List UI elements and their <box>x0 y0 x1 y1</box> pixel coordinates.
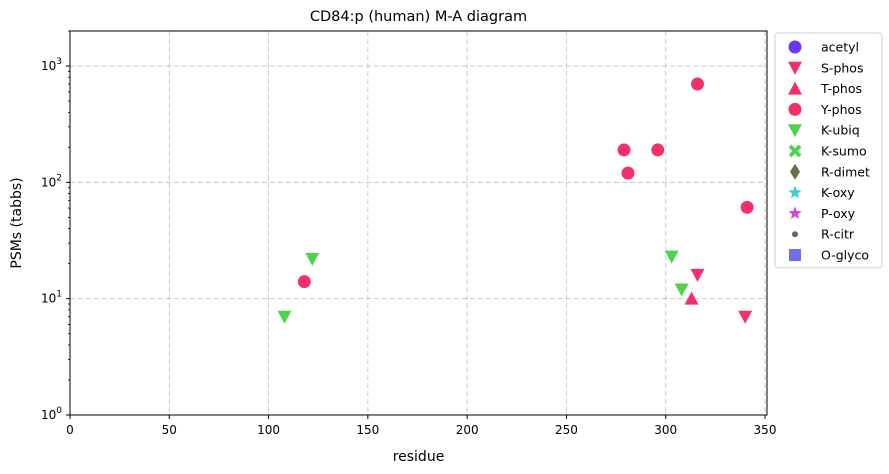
x-tick-label: 100 <box>257 423 280 437</box>
legend-label: K-sumo <box>821 144 867 159</box>
point-k-ubiq <box>674 283 689 297</box>
axis-ticks: 0 50 100 150 200 250 300 350 100 101 102 103 <box>41 30 777 437</box>
legend-label: T-phos <box>820 81 862 96</box>
point-y-phos <box>690 77 704 91</box>
x-tick-label: 150 <box>356 423 379 437</box>
legend-label: Y-phos <box>820 102 862 117</box>
y-tick-label: 100 <box>41 406 62 422</box>
legend: acetyl S-phos T-phos Y-phos K-ubiq K-sumo R-di… <box>774 32 883 269</box>
legend-marker-k-sumo <box>788 144 802 158</box>
grid <box>70 31 767 415</box>
legend-label: K-oxy <box>821 185 855 200</box>
legend-marker-s-phos <box>788 61 802 75</box>
legend-label: R-citr <box>821 227 855 242</box>
chart-title: CD84:p (human) M-A diagram <box>310 9 527 25</box>
x-tick-label: 0 <box>66 423 74 437</box>
legend-label: P-oxy <box>821 206 856 221</box>
legend-marker-k-sumo-stroke <box>788 144 802 158</box>
point-t-phos <box>684 291 699 305</box>
legend-marker-acetyl <box>788 40 802 54</box>
point-k-ubiq <box>277 310 292 324</box>
x-tick-label: 200 <box>456 423 479 437</box>
y-tick-label: 103 <box>41 57 62 73</box>
point-s-phos <box>738 310 753 324</box>
legend-marker-o-glyco <box>789 249 801 261</box>
legend-marker-r-dimet <box>790 163 800 180</box>
x-tick-label: 350 <box>754 423 777 437</box>
legend-marker-t-phos <box>788 81 802 95</box>
point-y-phos <box>621 166 635 180</box>
plot-frame <box>69 30 768 416</box>
y-tick-label: 101 <box>41 290 62 306</box>
x-axis-label: residue <box>393 449 445 465</box>
point-y-phos <box>740 200 754 214</box>
legend-marker-k-ubiq <box>788 124 802 138</box>
data-points <box>277 77 754 324</box>
point-k-ubiq <box>305 252 320 266</box>
point-s-phos <box>690 268 705 282</box>
legend-label: O-glyco <box>821 248 869 263</box>
legend-marker-y-phos <box>788 102 802 116</box>
x-tick-label: 50 <box>162 423 177 437</box>
legend-marker-r-citr <box>792 231 798 238</box>
legend-marker-k-oxy <box>788 185 802 199</box>
x-tick-label: 250 <box>555 423 578 437</box>
point-y-phos <box>651 143 665 157</box>
legend-label: S-phos <box>821 60 863 75</box>
x-tick-label: 300 <box>654 423 677 437</box>
point-y-phos <box>297 275 311 289</box>
legend-label: acetyl <box>821 40 859 55</box>
point-y-phos <box>617 143 631 157</box>
legend-marker-p-oxy <box>788 206 802 220</box>
y-axis-label: PSMs (tabbs) <box>9 177 25 268</box>
legend-label: R-dimet <box>821 164 870 179</box>
legend-box <box>774 32 883 269</box>
legend-label: K-ubiq <box>821 123 860 138</box>
point-k-ubiq <box>664 250 679 264</box>
y-tick-label: 102 <box>41 173 62 189</box>
